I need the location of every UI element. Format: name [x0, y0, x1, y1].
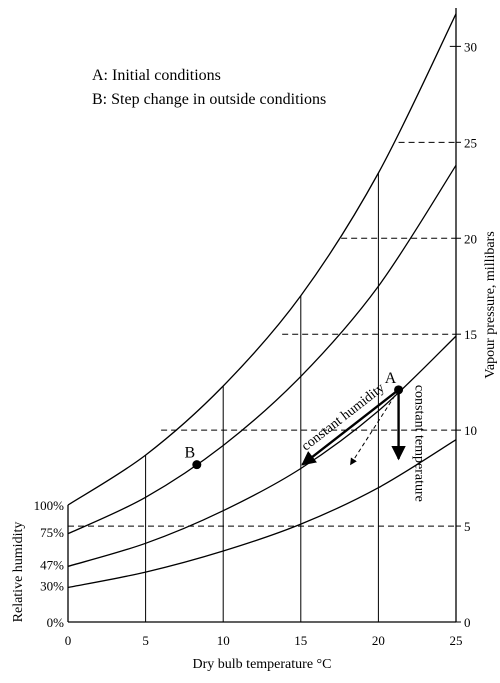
right-y-axis-title: Vapour pressure, millibars: [483, 231, 498, 378]
right-tick-0: 0: [464, 615, 471, 630]
point-A: [394, 385, 404, 395]
x-tick-10: 10: [217, 633, 230, 648]
rh-curve-100: [67, 13, 457, 506]
right-tick-25: 25: [464, 135, 477, 150]
rh-tick-47: 47%: [40, 557, 64, 572]
x-tick-0: 0: [65, 633, 72, 648]
curves-layer: [67, 13, 457, 589]
x-axis-title: Dry bulb temperature °C: [193, 657, 332, 672]
right-tick-30: 30: [464, 39, 477, 54]
left-y-axis-title: Relative humidity: [11, 522, 26, 623]
annotations-layer: constant humidity constant temperature: [299, 381, 427, 502]
x-tick-15: 15: [294, 633, 307, 648]
point-label-A: A: [385, 370, 397, 387]
points-layer: AB: [184, 370, 404, 470]
rh-tick-75: 75%: [40, 525, 64, 540]
axes-layer: [67, 8, 457, 623]
x-tick-25: 25: [450, 633, 463, 648]
rh-tick-30: 30%: [40, 579, 64, 594]
annotation-arrow-2: [350, 389, 399, 466]
rh-tick-0: 0%: [47, 615, 65, 630]
x-tick-5: 5: [142, 633, 149, 648]
right-tick-5: 5: [464, 519, 471, 534]
rh-tick-100: 100%: [34, 498, 65, 513]
right-tick-10: 10: [464, 423, 477, 438]
right-tick-20: 20: [464, 231, 477, 246]
legend-line-b: B: Step change in outside conditions: [92, 91, 326, 108]
point-B: [192, 460, 202, 470]
legend-line-a: A: Initial conditions: [92, 67, 221, 84]
annotation-label-1: constant temperature: [412, 385, 427, 502]
rh-curve-47: [67, 335, 457, 568]
grid-layer: [68, 45, 456, 622]
annotation-arrow-0: [301, 388, 400, 466]
x-tick-20: 20: [372, 633, 385, 648]
rh-curve-30: [67, 439, 457, 589]
annotation-label-0: constant humidity: [299, 381, 388, 455]
right-tick-15: 15: [464, 327, 477, 342]
point-label-B: B: [184, 445, 195, 462]
rh-curve-75: [67, 164, 457, 535]
